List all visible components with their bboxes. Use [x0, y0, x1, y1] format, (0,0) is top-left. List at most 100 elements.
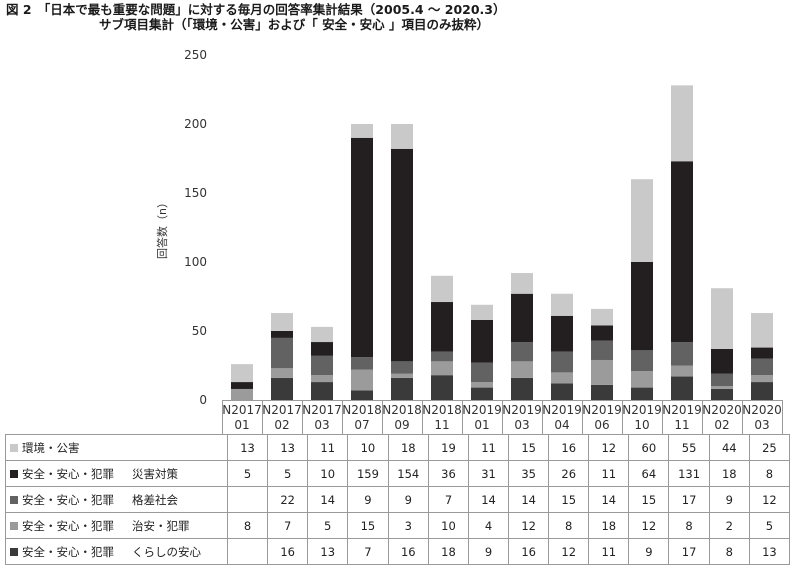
bar-segment: [711, 373, 733, 387]
bar-segment: [471, 387, 493, 400]
table-cell: 14: [468, 486, 510, 513]
bar-segment: [351, 369, 373, 391]
table-row: 安全・安心・犯罪 治安・犯罪 8 7 5 15 3 10 4 12 8 18 12 8 2 5: [4, 512, 790, 539]
x-tick-label: 03: [754, 418, 769, 432]
table-cell: 7: [427, 486, 470, 513]
table-cell: 14: [508, 486, 550, 513]
series-name: 安全・安心・犯罪: [22, 466, 114, 481]
table-cell: 10: [347, 434, 389, 461]
x-tick-label: N2017: [222, 403, 262, 417]
bar-segment: [271, 313, 293, 331]
table-cell: 7: [267, 512, 309, 539]
bar-segment: [631, 350, 653, 372]
bar-segment: [271, 377, 293, 400]
bar-segment: [751, 347, 773, 359]
table-cell: 64: [628, 460, 670, 487]
bar-segment: [471, 319, 493, 363]
table-cell: 159: [347, 460, 389, 487]
bar-segment: [671, 161, 693, 343]
bar-segment: [231, 364, 253, 383]
table-cell: 18: [588, 512, 630, 539]
bar-segment: [311, 342, 333, 356]
bar-segment: [551, 383, 573, 400]
bar-segment: [271, 368, 293, 378]
table-cell: 11: [468, 434, 510, 461]
bar-segment: [751, 358, 773, 376]
x-tick-label: N2019: [542, 403, 582, 417]
table-cell: 8: [668, 512, 710, 539]
x-tick-label: 02: [274, 418, 289, 432]
table-cell: 12: [748, 486, 790, 513]
title-line-2: サブ項目集計（「環境・公害」および「 安全・安心 」項目のみ抜粋）: [99, 17, 489, 32]
bar-segment: [511, 377, 533, 400]
series-name: 環境・公害: [22, 440, 80, 455]
x-tick-label: 01: [474, 418, 489, 432]
table-cell: 18: [427, 538, 470, 565]
table-cell: 44: [708, 434, 750, 461]
table-cell: 9: [387, 486, 429, 513]
x-tick-label: N2017: [302, 403, 342, 417]
table-cell: 11: [588, 460, 630, 487]
table-cell: 154: [387, 460, 429, 487]
series-label-cell: 環境・公害: [4, 434, 229, 461]
bar-segment: [551, 315, 573, 352]
series-name: 安全・安心・犯罪: [22, 518, 114, 533]
table-cell: 15: [628, 486, 670, 513]
bar-segment: [591, 359, 613, 385]
bar-segment: [631, 179, 653, 262]
table-cell: 7: [347, 538, 389, 565]
table-cell: 25: [748, 434, 790, 461]
bar-segment: [391, 377, 413, 400]
bar-segment: [471, 362, 493, 383]
bar-segment: [511, 361, 533, 378]
table-row: 環境・公害 13 13 11 10 18 19 11 15 16 12 60 55 44 25: [4, 434, 790, 461]
table-cell: [227, 486, 269, 513]
table-cell: 9: [708, 486, 750, 513]
legend-swatch: [10, 443, 18, 452]
y-tick-label: 250: [184, 48, 207, 62]
series-label-cell: 安全・安心・犯罪 くらしの安心: [4, 538, 229, 565]
legend-swatch: [10, 521, 18, 530]
table-cell: 10: [427, 512, 470, 539]
bar-segment: [711, 388, 733, 400]
y-tick-label: 150: [184, 186, 207, 200]
bar-segment: [311, 382, 333, 400]
x-tick-label: 01: [234, 418, 249, 432]
bar-segment: [391, 373, 413, 378]
bar-segment: [511, 293, 533, 343]
bar-segment: [751, 382, 773, 400]
bar-segment: [271, 337, 293, 369]
table-cell: 5: [227, 460, 269, 487]
x-tick-label: N2019: [502, 403, 542, 417]
table-row: 安全・安心・犯罪 格差社会 22 14 9 9 7 14 14 15 14 15 17 9 12: [4, 486, 790, 513]
table-cell: 22: [267, 486, 309, 513]
x-tick-label: N2019: [662, 403, 702, 417]
table-cell: 12: [588, 434, 630, 461]
x-tick-label: 06: [594, 418, 609, 432]
bar-segment: [591, 325, 613, 341]
chart-title: 図 2 「日本で最も重要な問題」に対する毎月の回答率集計結果（2005.4 ～ …: [6, 2, 786, 32]
x-tick-label: 11: [434, 418, 449, 432]
table-cell: 8: [227, 512, 269, 539]
y-tick-label: 0: [199, 393, 207, 407]
table-cell: 17: [668, 538, 710, 565]
bar-segment: [711, 386, 733, 389]
bar-segment: [471, 382, 493, 388]
bar-segment: [671, 85, 693, 162]
x-tick-label: 07: [354, 418, 369, 432]
series-subname: 治安・犯罪: [132, 518, 190, 533]
bar-segment: [431, 361, 453, 376]
table-cell: 2: [708, 512, 750, 539]
x-tick-label: N2020: [742, 403, 782, 417]
legend-swatch: [10, 469, 18, 478]
x-tick-label: N2018: [422, 403, 462, 417]
table-cell: 5: [267, 460, 309, 487]
bar-segment: [671, 376, 693, 400]
table-row: 安全・安心・犯罪 くらしの安心 16 13 7 16 18 9 16 12 11 9 17 8 13: [4, 538, 790, 565]
table-cell: 12: [628, 512, 670, 539]
bar-segment: [431, 302, 453, 352]
table-cell: 4: [468, 512, 510, 539]
table-cell: 15: [508, 434, 550, 461]
table-cell: 16: [548, 434, 590, 461]
bar-segment: [591, 308, 613, 326]
